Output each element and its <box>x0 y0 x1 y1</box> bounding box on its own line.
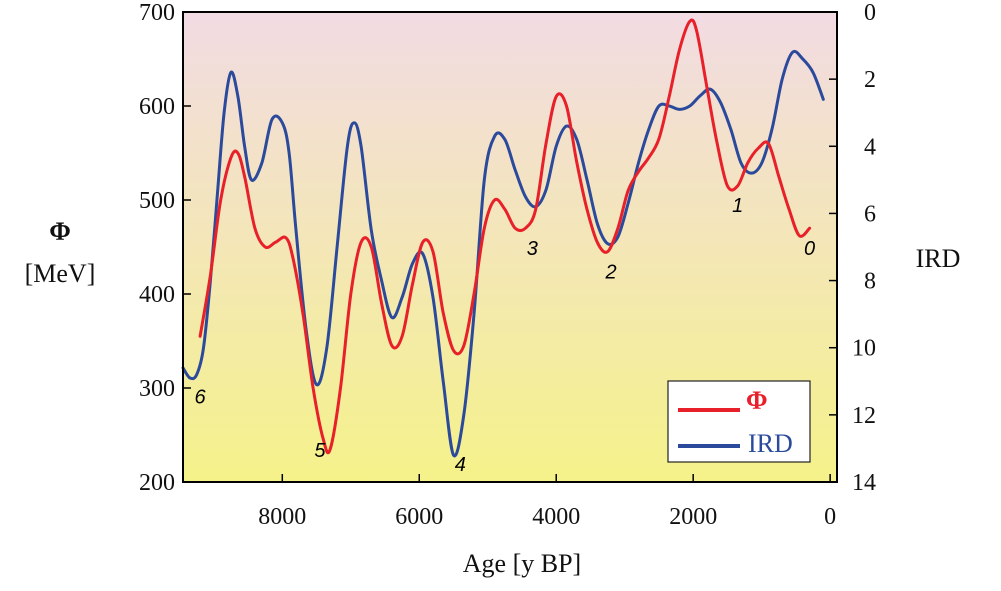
x-tick-label: 8000 <box>258 504 306 530</box>
event-label-1: 1 <box>732 195 743 217</box>
x-tick-label: 2000 <box>669 504 717 530</box>
event-label-4: 4 <box>455 454 466 476</box>
plot-frame <box>182 11 838 483</box>
x-axis-title: Age [y BP] <box>463 549 581 578</box>
right-tick-label: 14 <box>852 470 876 496</box>
y-right-title: IRD <box>916 244 961 273</box>
event-labels-layer: 0 1 2 3 4 5 6 <box>195 195 816 476</box>
legend-label-ird: IRD <box>748 429 793 458</box>
x-tick-label: 0 <box>824 504 836 530</box>
legend-box <box>667 380 811 463</box>
left-tick-label: 200 <box>139 470 175 496</box>
right-tick-label: 2 <box>864 67 876 93</box>
event-label-6: 6 <box>195 387 207 409</box>
left-tick-label: 600 <box>139 94 175 120</box>
right-tick-label: 10 <box>852 336 876 362</box>
y-left-unit: [MeV] <box>25 259 96 288</box>
x-tick-label: 4000 <box>532 504 580 530</box>
right-tick-label: 12 <box>852 403 876 429</box>
right-tick-label: 6 <box>864 201 876 227</box>
right-tick-label: 0 <box>864 0 876 26</box>
y-left-symbol: Φ <box>49 217 71 246</box>
series-layer <box>181 18 825 458</box>
legend-label-phi: Φ <box>746 386 768 415</box>
left-tick-label: 700 <box>139 0 175 26</box>
event-label-3: 3 <box>527 238 538 260</box>
series-line-ird <box>181 49 825 458</box>
event-label-0: 0 <box>804 238 815 260</box>
legend: Φ IRD <box>667 380 811 463</box>
right-tick-label: 8 <box>864 269 876 295</box>
series-line-phi <box>198 18 812 455</box>
x-tick-label: 6000 <box>395 504 443 530</box>
left-tick-label: 400 <box>139 282 175 308</box>
event-label-5: 5 <box>314 440 326 462</box>
left-tick-label: 300 <box>139 376 175 402</box>
event-label-2: 2 <box>604 262 616 284</box>
left-tick-label: 500 <box>139 188 175 214</box>
right-tick-label: 4 <box>864 134 876 160</box>
